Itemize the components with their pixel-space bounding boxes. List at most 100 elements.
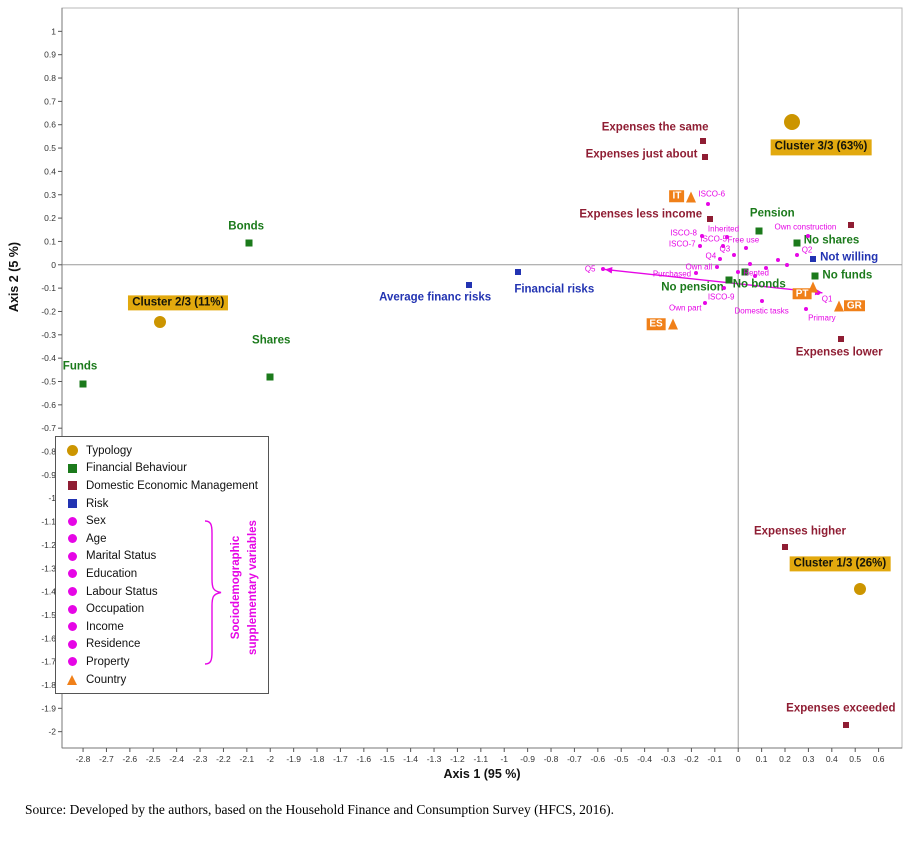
y-tick-label: -0.7 bbox=[41, 423, 56, 433]
y-tick-label: -1.2 bbox=[41, 540, 56, 550]
point-not-willing bbox=[810, 255, 817, 262]
x-tick-label: -1.1 bbox=[474, 754, 489, 764]
x-tick-label: -2.3 bbox=[193, 754, 208, 764]
legend-brace bbox=[204, 520, 222, 665]
x-tick-label: -1.3 bbox=[427, 754, 442, 764]
label-not-willing: Not willing bbox=[820, 251, 879, 264]
point-inherited bbox=[724, 234, 729, 239]
legend-item-residence: Residence bbox=[56, 636, 268, 654]
legend-label: Occupation bbox=[86, 603, 145, 616]
label-expenses-higher: Expenses higher bbox=[753, 525, 847, 538]
label-q5: Q5 bbox=[584, 264, 596, 274]
point-isco-7 bbox=[697, 244, 702, 249]
y-tick-label: 0.3 bbox=[44, 190, 56, 200]
label-purchased: Purchased bbox=[652, 269, 692, 279]
x-tick-label: -1.2 bbox=[450, 754, 465, 764]
legend-item-financial-behaviour: Financial Behaviour bbox=[56, 460, 268, 478]
legend-label: Domestic Economic Management bbox=[86, 479, 258, 492]
y-tick-label: 0.1 bbox=[44, 236, 56, 246]
legend-item-income: Income bbox=[56, 618, 268, 636]
legend-item-labour-status: Labour Status bbox=[56, 583, 268, 601]
label-expenses-less-income: Expenses less income bbox=[579, 208, 703, 221]
y-tick-label: -0.1 bbox=[41, 283, 56, 293]
legend-item-occupation: Occupation bbox=[56, 600, 268, 618]
x-tick-label: -1.8 bbox=[310, 754, 325, 764]
label-isco-5: ISCO-5 bbox=[700, 234, 727, 244]
x-tick-label: -1.5 bbox=[380, 754, 395, 764]
label-q3: Q3 bbox=[719, 244, 731, 254]
x-tick-label: -1 bbox=[500, 754, 508, 764]
dot-marker-icon bbox=[65, 534, 79, 544]
dot-marker-icon bbox=[65, 551, 79, 561]
legend-label: Labour Status bbox=[86, 585, 158, 598]
x-tick-label: -0.5 bbox=[614, 754, 629, 764]
point-pt bbox=[808, 281, 819, 293]
y-tick-label: 0.8 bbox=[44, 73, 56, 83]
label-own-all: Own all bbox=[685, 262, 713, 272]
x-tick-label: -0.7 bbox=[567, 754, 582, 764]
legend-label: Education bbox=[86, 567, 138, 580]
point-expenses-lower bbox=[838, 336, 845, 343]
point-average-financ-risks bbox=[466, 281, 473, 288]
dot-marker-icon bbox=[65, 622, 79, 632]
label-financial-risks: Financial risks bbox=[514, 283, 595, 296]
triangle-marker-icon bbox=[65, 674, 79, 685]
data-point bbox=[785, 262, 790, 267]
point-pension bbox=[755, 227, 763, 235]
legend-item-age: Age bbox=[56, 530, 268, 548]
x-tick-label: 0.1 bbox=[756, 754, 768, 764]
label-domestic-tasks: Domestic tasks bbox=[734, 306, 789, 316]
legend-label: Financial Behaviour bbox=[86, 462, 188, 475]
label-expenses-lower: Expenses lower bbox=[795, 346, 883, 359]
point-no-pension bbox=[725, 276, 733, 284]
point-expenses-just-about bbox=[702, 154, 709, 161]
x-tick-label: 0 bbox=[736, 754, 741, 764]
point-domestic-tasks bbox=[759, 298, 764, 303]
x-tick-label: 0.4 bbox=[826, 754, 838, 764]
point-expenses-higher bbox=[782, 544, 788, 551]
y-tick-label: -1.7 bbox=[41, 657, 56, 667]
label-funds: Funds bbox=[62, 360, 98, 373]
data-point bbox=[775, 258, 780, 263]
x-tick-label: -0.6 bbox=[590, 754, 605, 764]
legend-item-property: Property bbox=[56, 653, 268, 671]
label-isco-6: ISCO-6 bbox=[698, 189, 726, 199]
legend-item-typology: Typology bbox=[56, 442, 268, 460]
point-it bbox=[686, 191, 697, 203]
point-isco-5 bbox=[721, 244, 725, 249]
label-es: ES bbox=[646, 318, 666, 331]
point-expenses-exceeded bbox=[842, 721, 849, 728]
label-no-funds: No funds bbox=[822, 269, 873, 282]
x-tick-label: -1.9 bbox=[286, 754, 301, 764]
y-tick-label: -1 bbox=[48, 493, 56, 503]
x-tick-label: -1.4 bbox=[403, 754, 418, 764]
square-marker-icon bbox=[65, 463, 79, 473]
x-tick-label: -0.3 bbox=[661, 754, 676, 764]
legend-item-country: Country bbox=[56, 671, 268, 689]
x-tick-label: -0.2 bbox=[684, 754, 699, 764]
legend-label: Residence bbox=[86, 638, 141, 651]
y-tick-label: 0.2 bbox=[44, 213, 56, 223]
x-axis-title: Axis 1 (95 %) bbox=[443, 767, 521, 781]
y-axis-title: Axis 2 (5 %) bbox=[7, 241, 21, 313]
point-expenses-the-same bbox=[700, 138, 707, 145]
label-isco-7: ISCO-7 bbox=[668, 239, 696, 249]
label-q2: Q2 bbox=[801, 245, 813, 255]
label-average-financ-risks: Average financ risks bbox=[379, 291, 492, 303]
label-primary: Primary bbox=[808, 313, 836, 323]
square-marker-icon bbox=[65, 481, 79, 491]
dot-marker-icon bbox=[65, 639, 79, 649]
x-tick-label: -2.2 bbox=[216, 754, 231, 764]
point-es bbox=[667, 318, 678, 330]
x-tick-label: -2.8 bbox=[76, 754, 91, 764]
point-q4 bbox=[718, 256, 723, 261]
dot-marker-icon bbox=[65, 516, 79, 526]
data-point bbox=[752, 274, 757, 279]
data-point bbox=[847, 222, 854, 229]
label-cluster-2-3-11: Cluster 2/3 (11%) bbox=[128, 295, 229, 311]
label-inherited: Inherited bbox=[707, 224, 740, 234]
label-free-use: Free use bbox=[727, 235, 760, 245]
y-tick-label: -1.9 bbox=[41, 703, 56, 713]
label-expenses-exceeded: Expenses exceeded bbox=[786, 702, 896, 715]
